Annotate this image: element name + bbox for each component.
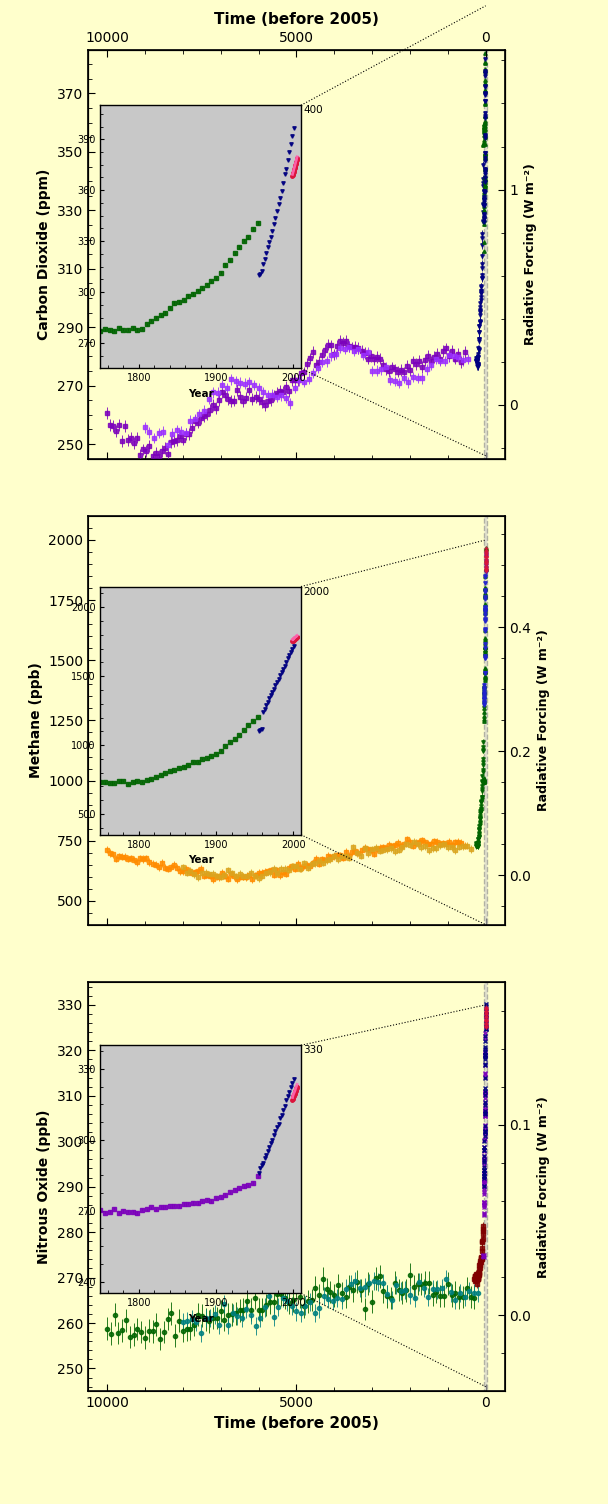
X-axis label: Year: Year [188, 390, 213, 399]
Text: 330: 330 [303, 1045, 323, 1056]
X-axis label: Year: Year [188, 1314, 213, 1324]
Y-axis label: Radiative Forcing (W m⁻²): Radiative Forcing (W m⁻²) [524, 164, 537, 344]
Bar [483, 982, 488, 1391]
Text: 400: 400 [303, 105, 323, 116]
Y-axis label: Radiative Forcing (W m⁻²): Radiative Forcing (W m⁻²) [537, 630, 550, 811]
Bar [483, 50, 488, 459]
Y-axis label: Carbon Dioxide (ppm): Carbon Dioxide (ppm) [37, 168, 51, 340]
Y-axis label: Radiative Forcing (W m⁻²): Radiative Forcing (W m⁻²) [537, 1096, 550, 1277]
Text: 2000: 2000 [303, 587, 329, 597]
X-axis label: Year: Year [188, 856, 213, 865]
Y-axis label: Methane (ppb): Methane (ppb) [29, 662, 43, 779]
X-axis label: Time (before 2005): Time (before 2005) [214, 1415, 379, 1430]
Bar [483, 516, 488, 925]
Y-axis label: Nitrous Oxide (ppb): Nitrous Oxide (ppb) [37, 1110, 51, 1263]
X-axis label: Time (before 2005): Time (before 2005) [214, 12, 379, 27]
